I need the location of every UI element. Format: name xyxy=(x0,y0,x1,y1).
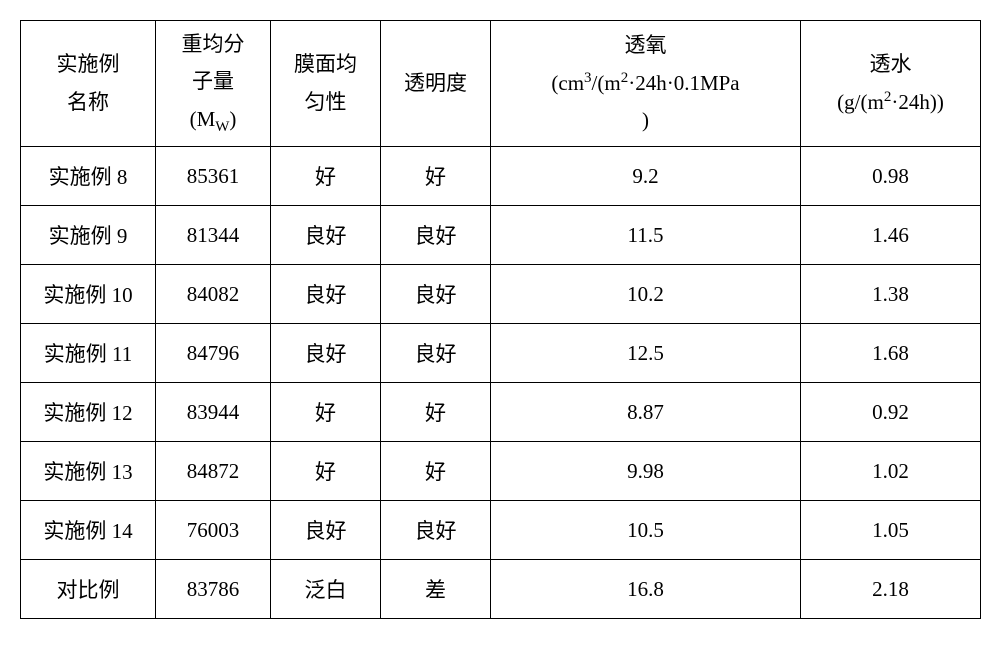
table-cell: 85361 xyxy=(156,147,271,206)
col-header-2: 膜面均匀性 xyxy=(271,21,381,147)
table-cell: 好 xyxy=(271,147,381,206)
header-row: 实施例名称 重均分子量(MW) 膜面均匀性 透明度 透氧(cm3/(m2·24h… xyxy=(21,21,981,147)
table-row: 实施例 981344良好良好11.51.46 xyxy=(21,206,981,265)
table-cell: 实施例 11 xyxy=(21,324,156,383)
table-cell: 好 xyxy=(381,383,491,442)
table-cell: 84872 xyxy=(156,442,271,501)
table-cell: 83944 xyxy=(156,383,271,442)
table-cell: 1.68 xyxy=(801,324,981,383)
table-cell: 12.5 xyxy=(491,324,801,383)
table-cell: 良好 xyxy=(271,206,381,265)
table-row: 实施例 885361好好9.20.98 xyxy=(21,147,981,206)
table-cell: 好 xyxy=(381,442,491,501)
table-cell: 良好 xyxy=(271,265,381,324)
col-header-0: 实施例名称 xyxy=(21,21,156,147)
table-row: 实施例 1476003良好良好10.51.05 xyxy=(21,501,981,560)
table-cell: 1.46 xyxy=(801,206,981,265)
table-cell: 泛白 xyxy=(271,560,381,619)
table-cell: 9.2 xyxy=(491,147,801,206)
table-cell: 实施例 12 xyxy=(21,383,156,442)
table-row: 对比例83786泛白差16.82.18 xyxy=(21,560,981,619)
table-row: 实施例 1384872好好9.981.02 xyxy=(21,442,981,501)
table-cell: 实施例 9 xyxy=(21,206,156,265)
table-cell: 好 xyxy=(381,147,491,206)
table-cell: 良好 xyxy=(381,324,491,383)
table-cell: 16.8 xyxy=(491,560,801,619)
table-row: 实施例 1084082良好良好10.21.38 xyxy=(21,265,981,324)
table-cell: 实施例 14 xyxy=(21,501,156,560)
table-cell: 1.38 xyxy=(801,265,981,324)
col-header-4: 透氧(cm3/(m2·24h·0.1MPa) xyxy=(491,21,801,147)
col-header-5: 透水(g/(m2·24h)) xyxy=(801,21,981,147)
data-table: 实施例名称 重均分子量(MW) 膜面均匀性 透明度 透氧(cm3/(m2·24h… xyxy=(20,20,981,619)
table-cell: 83786 xyxy=(156,560,271,619)
table-cell: 2.18 xyxy=(801,560,981,619)
table-cell: 8.87 xyxy=(491,383,801,442)
table-cell: 差 xyxy=(381,560,491,619)
table-cell: 好 xyxy=(271,442,381,501)
table-cell: 11.5 xyxy=(491,206,801,265)
table-row: 实施例 1283944好好8.870.92 xyxy=(21,383,981,442)
table-cell: 10.5 xyxy=(491,501,801,560)
table-cell: 良好 xyxy=(381,206,491,265)
table-cell: 良好 xyxy=(381,265,491,324)
table-cell: 84082 xyxy=(156,265,271,324)
table-cell: 76003 xyxy=(156,501,271,560)
table-row: 实施例 1184796良好良好12.51.68 xyxy=(21,324,981,383)
table-body: 实施例 885361好好9.20.98实施例 981344良好良好11.51.4… xyxy=(21,147,981,619)
table-cell: 1.05 xyxy=(801,501,981,560)
table-cell: 1.02 xyxy=(801,442,981,501)
table-cell: 良好 xyxy=(381,501,491,560)
table-cell: 84796 xyxy=(156,324,271,383)
table-cell: 0.92 xyxy=(801,383,981,442)
table-cell: 对比例 xyxy=(21,560,156,619)
table-cell: 9.98 xyxy=(491,442,801,501)
table-cell: 良好 xyxy=(271,501,381,560)
table-cell: 实施例 10 xyxy=(21,265,156,324)
table-cell: 实施例 8 xyxy=(21,147,156,206)
col-header-3: 透明度 xyxy=(381,21,491,147)
col-header-1: 重均分子量(MW) xyxy=(156,21,271,147)
table-cell: 良好 xyxy=(271,324,381,383)
table-cell: 0.98 xyxy=(801,147,981,206)
table-cell: 实施例 13 xyxy=(21,442,156,501)
table-cell: 81344 xyxy=(156,206,271,265)
table-cell: 好 xyxy=(271,383,381,442)
table-cell: 10.2 xyxy=(491,265,801,324)
